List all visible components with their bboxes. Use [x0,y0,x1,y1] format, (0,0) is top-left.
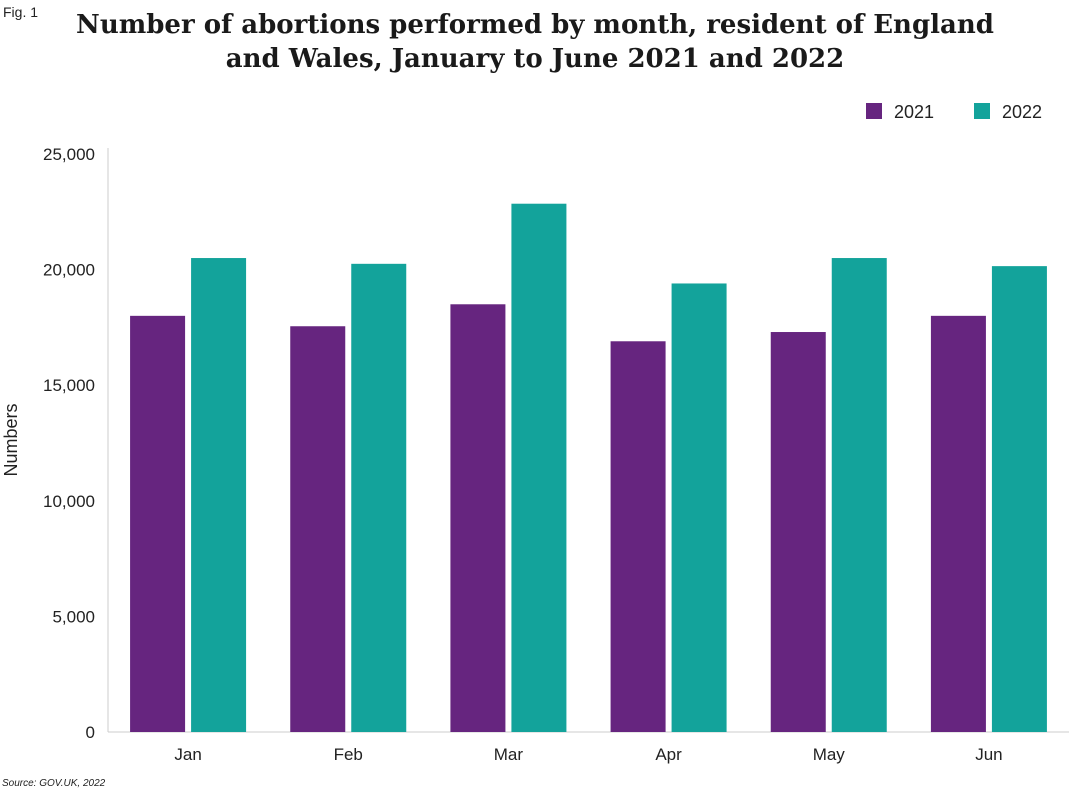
x-axis: Jan Feb Mar Apr May Jun [108,731,1069,764]
bar-2022-feb [351,263,407,732]
y-tick-label: 25,000 [43,145,95,164]
legend-label-2022: 2022 [1002,102,1042,122]
y-tick-label: 5,000 [52,607,95,626]
y-axis-title: Numbers [1,403,21,476]
bar-2022-may [831,258,887,732]
legend-label-2021: 2021 [894,102,934,122]
y-tick-label: 15,000 [43,376,95,395]
bar-2021-may [770,332,826,732]
bars [130,203,1047,732]
y-axis: 0 5,000 10,000 15,000 20,000 25,000 [43,145,109,742]
y-tick-label: 20,000 [43,261,95,280]
bar-2021-mar [450,304,506,732]
legend-swatch-2022 [974,103,990,119]
chart-title-line-1: Number of abortions performed by month, … [76,10,994,40]
bar-2021-jun [930,315,986,732]
bar-2022-jun [991,266,1047,732]
y-tick-label: 0 [86,723,95,742]
bar-2021-apr [610,341,666,732]
x-tick-label: Feb [334,745,363,764]
chart-title: Number of abortions performed by month, … [0,8,1070,76]
x-tick-label: Apr [655,745,682,764]
bar-2021-jan [130,315,186,732]
x-tick-label: Jun [975,745,1002,764]
bar-2022-jan [191,258,247,732]
figure-label: Fig. 1 [3,4,39,20]
x-tick-label: Mar [494,745,524,764]
bar-2021-feb [290,326,346,732]
source-note: Source: GOV.UK, 2022 [2,778,106,789]
y-tick-label: 10,000 [43,492,95,511]
legend: 2021 2022 [866,102,1042,122]
bar-2022-apr [671,283,727,732]
bar-2022-mar [511,203,567,732]
chart-title-line-2: and Wales, January to June 2021 and 2022 [225,44,845,74]
x-tick-label: May [813,745,846,764]
x-tick-label: Jan [174,745,201,764]
legend-swatch-2021 [866,103,882,119]
